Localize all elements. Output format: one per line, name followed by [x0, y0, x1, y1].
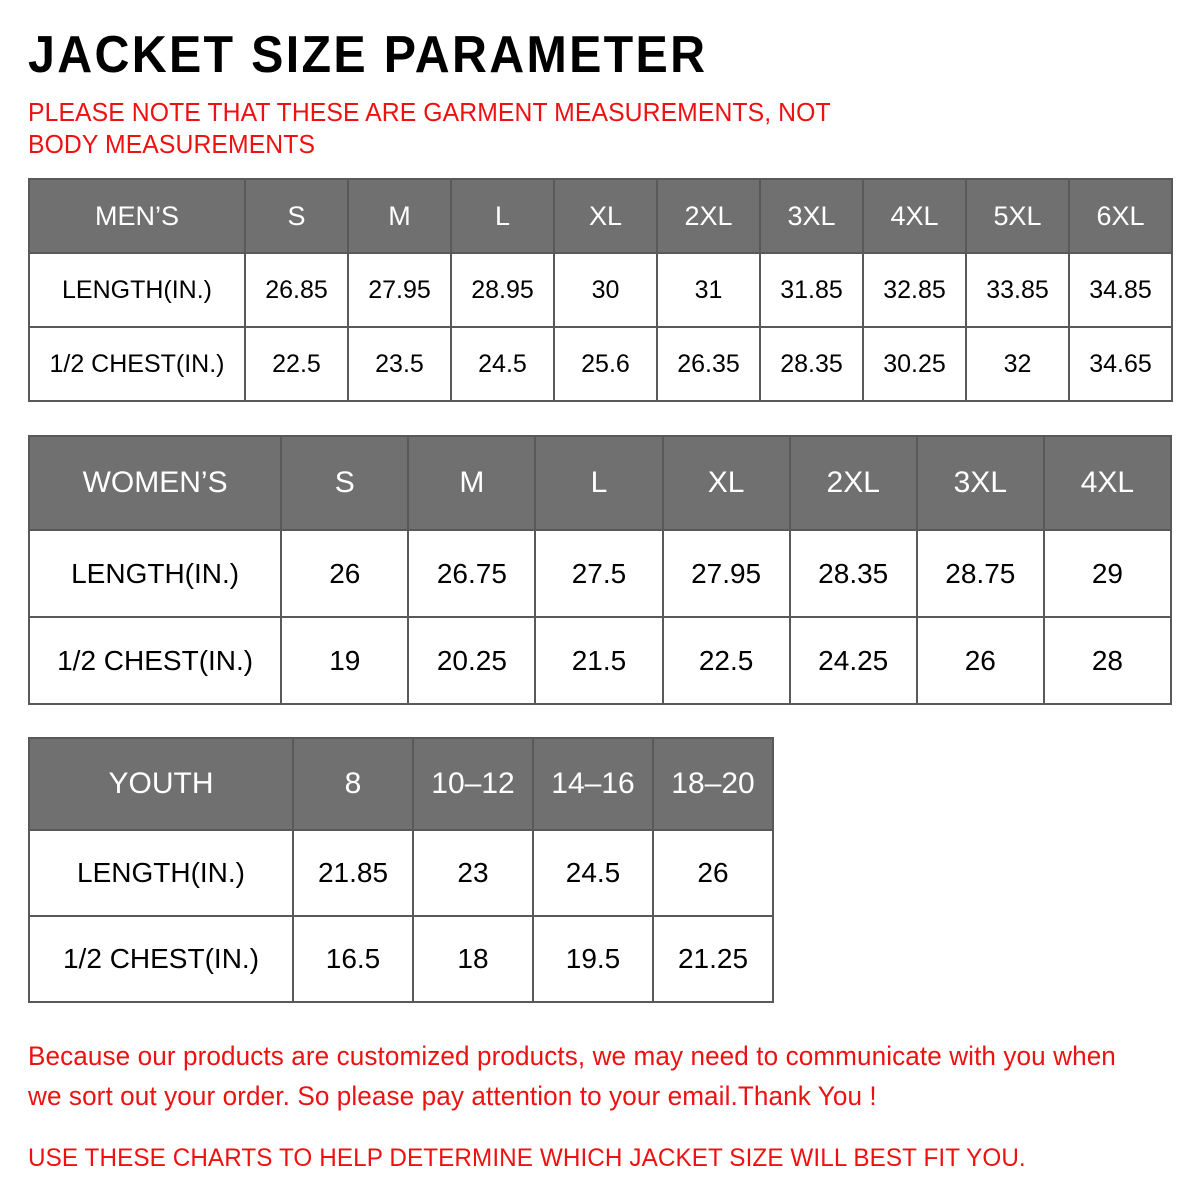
- measurement-value: 30.25: [862, 326, 967, 403]
- table-row: LENGTH(IN.) 21.85 23 24.5 26: [28, 829, 774, 918]
- measurement-value: 28.35: [759, 326, 864, 403]
- size-header-cell: L: [534, 435, 664, 532]
- mens-table-body: LENGTH(IN.) 26.85 27.95 28.95 30 31 31.85 32.85…: [28, 252, 1173, 403]
- size-header-cell: M: [347, 178, 452, 255]
- measurement-value: 18: [412, 915, 534, 1004]
- size-header-cell: XL: [661, 435, 791, 532]
- table-header-row: YOUTH 8 10–12 14–16 18–20: [28, 737, 774, 832]
- measurement-value: 34.65: [1068, 326, 1173, 403]
- table-row: 1/2 CHEST(IN.) 16.5 18 19.5 21.25: [28, 915, 774, 1004]
- measurement-value: 23.5: [347, 326, 452, 403]
- measurement-value: 24.5: [450, 326, 555, 403]
- measurement-value: 26: [652, 829, 774, 918]
- size-header-cell: M: [407, 435, 537, 532]
- measurement-value: 19.5: [532, 915, 654, 1004]
- measurement-value: 19: [280, 616, 410, 706]
- womens-table-body: LENGTH(IN.) 26 26.75 27.5 27.95 28.35 28.75 29 1…: [27, 529, 1173, 706]
- measurement-value: 26: [915, 616, 1045, 706]
- womens-category-label: WOMEN’S: [27, 435, 283, 532]
- size-header-cell: 8: [292, 737, 414, 832]
- size-header-cell: 5XL: [965, 178, 1070, 255]
- use-charts-note: USE THESE CHARTS TO HELP DETERMINE WHICH…: [28, 1143, 1026, 1172]
- youth-size-table: YOUTH 8 10–12 14–16 18–20 LENGTH(IN.) 21.85 23…: [28, 737, 774, 1004]
- size-header-cell: 4XL: [1042, 435, 1173, 532]
- measurement-value: 32.85: [862, 252, 967, 329]
- measurement-label: 1/2 CHEST(IN.): [27, 616, 283, 706]
- measurement-value: 28.75: [915, 529, 1045, 619]
- size-header-cell: S: [280, 435, 410, 532]
- measurement-value: 33.85: [965, 252, 1070, 329]
- table-row: LENGTH(IN.) 26 26.75 27.5 27.95 28.35 28.75 29: [27, 529, 1173, 619]
- measurement-value: 23: [412, 829, 534, 918]
- table-header-row: WOMEN’S S M L XL 2XL 3XL 4XL: [27, 435, 1173, 532]
- mens-category-label: MEN’S: [28, 178, 246, 255]
- size-header-cell: 2XL: [788, 435, 918, 532]
- measurement-value: 27.5: [534, 529, 664, 619]
- youth-table-head: YOUTH 8 10–12 14–16 18–20: [28, 737, 774, 832]
- size-header-cell: 14–16: [532, 737, 654, 832]
- size-header-cell: S: [244, 178, 349, 255]
- measurement-value: 26.35: [656, 326, 761, 403]
- measurement-value: 27.95: [661, 529, 791, 619]
- mens-table-head: MEN’S S M L XL 2XL 3XL 4XL 5XL 6XL: [28, 178, 1173, 255]
- measurement-value: 25.6: [553, 326, 658, 403]
- measurement-value: 24.5: [532, 829, 654, 918]
- size-header-cell: XL: [553, 178, 658, 255]
- measurement-label: 1/2 CHEST(IN.): [28, 915, 294, 1004]
- measurement-value: 16.5: [292, 915, 414, 1004]
- measurement-value: 31: [656, 252, 761, 329]
- size-header-cell: L: [450, 178, 555, 255]
- measurement-value: 26.75: [407, 529, 537, 619]
- size-header-cell: 3XL: [759, 178, 864, 255]
- measurement-value: 24.25: [788, 616, 918, 706]
- table-row: 1/2 CHEST(IN.) 19 20.25 21.5 22.5 24.25 26 28: [27, 616, 1173, 706]
- size-header-cell: 2XL: [656, 178, 761, 255]
- measurement-value: 22.5: [244, 326, 349, 403]
- womens-table-head: WOMEN’S S M L XL 2XL 3XL 4XL: [27, 435, 1173, 532]
- measurement-label: 1/2 CHEST(IN.): [28, 326, 246, 403]
- measurement-label: LENGTH(IN.): [28, 829, 294, 918]
- measurement-value: 31.85: [759, 252, 864, 329]
- measurement-value: 32: [965, 326, 1070, 403]
- youth-category-label: YOUTH: [28, 737, 294, 832]
- measurement-value: 30: [553, 252, 658, 329]
- page-title: JACKET SIZE PARAMETER: [28, 26, 708, 84]
- measurement-value: 29: [1042, 529, 1173, 619]
- measurement-value: 21.25: [652, 915, 774, 1004]
- measurement-value: 20.25: [407, 616, 537, 706]
- garment-measurement-note: PLEASE NOTE THAT THESE ARE GARMENT MEASU…: [28, 99, 831, 160]
- measurement-value: 27.95: [347, 252, 452, 329]
- size-header-cell: 6XL: [1068, 178, 1173, 255]
- measurement-value: 26.85: [244, 252, 349, 329]
- size-header-cell: 3XL: [915, 435, 1045, 532]
- table-row: 1/2 CHEST(IN.) 22.5 23.5 24.5 25.6 26.35 28.35…: [28, 326, 1173, 403]
- womens-size-table: WOMEN’S S M L XL 2XL 3XL 4XL LENGTH(IN.) 26 26.75…: [27, 435, 1173, 706]
- mens-size-table: MEN’S S M L XL 2XL 3XL 4XL 5XL 6XL LENGTH(IN.) 26.…: [28, 178, 1173, 403]
- table-row: LENGTH(IN.) 26.85 27.95 28.95 30 31 31.85 32.85…: [28, 252, 1173, 329]
- customized-products-note: Because our products are customized prod…: [28, 1041, 1116, 1111]
- measurement-label: LENGTH(IN.): [28, 252, 246, 329]
- measurement-value: 28.95: [450, 252, 555, 329]
- measurement-label: LENGTH(IN.): [27, 529, 283, 619]
- measurement-value: 26: [280, 529, 410, 619]
- table-header-row: MEN’S S M L XL 2XL 3XL 4XL 5XL 6XL: [28, 178, 1173, 255]
- measurement-value: 28: [1042, 616, 1173, 706]
- measurement-value: 22.5: [661, 616, 791, 706]
- measurement-value: 21.85: [292, 829, 414, 918]
- size-header-cell: 18–20: [652, 737, 774, 832]
- measurement-value: 34.85: [1068, 252, 1173, 329]
- size-header-cell: 4XL: [862, 178, 967, 255]
- measurement-value: 21.5: [534, 616, 664, 706]
- size-header-cell: 10–12: [412, 737, 534, 832]
- measurement-value: 28.35: [788, 529, 918, 619]
- youth-table-body: LENGTH(IN.) 21.85 23 24.5 26 1/2 CHEST(IN.) 16…: [28, 829, 774, 1004]
